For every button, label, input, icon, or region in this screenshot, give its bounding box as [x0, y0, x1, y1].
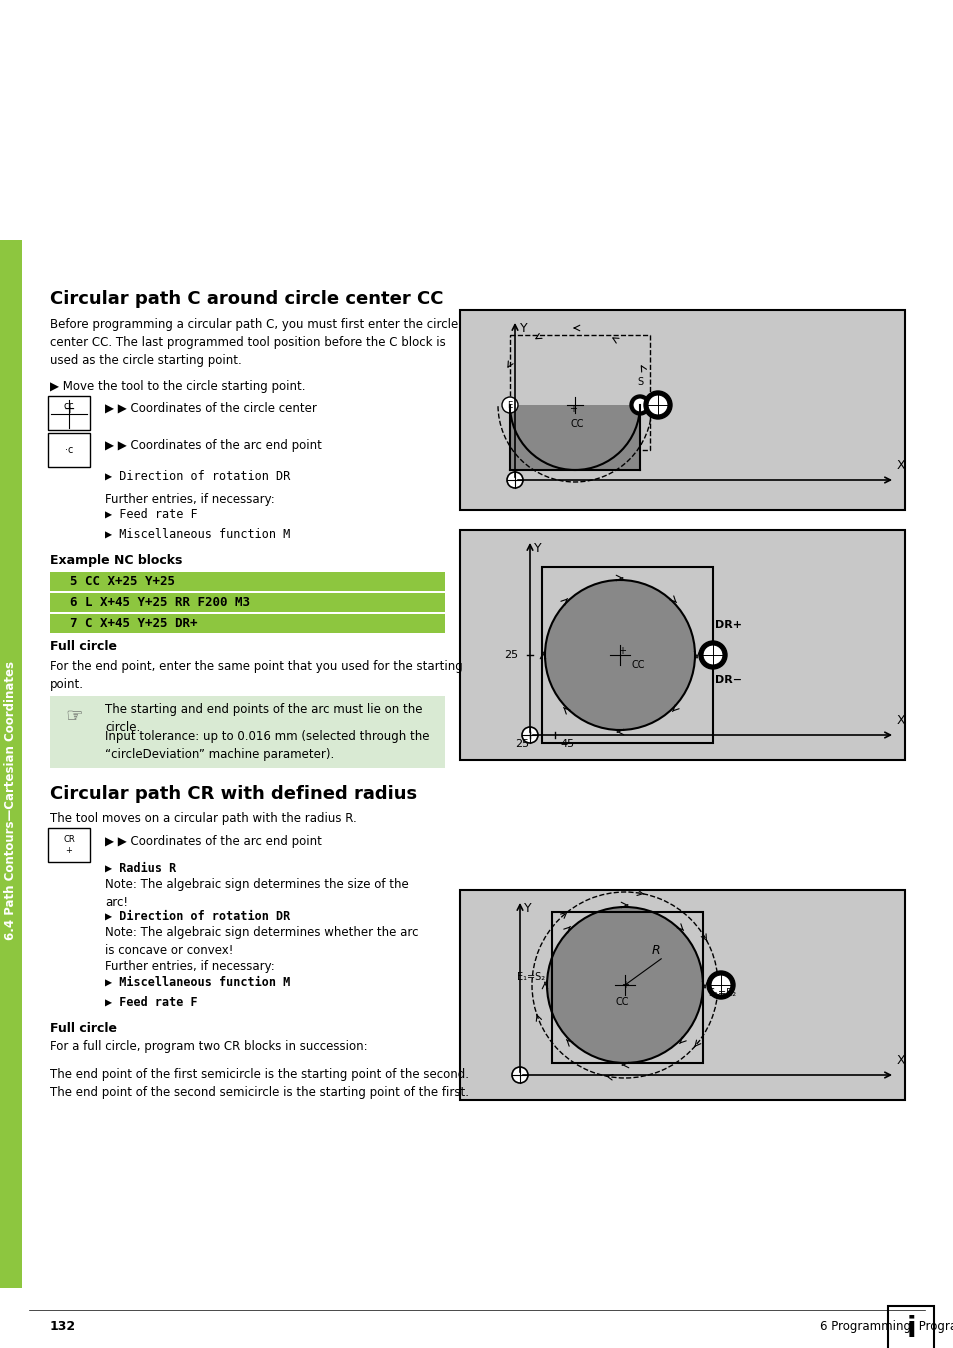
Text: 5 CC X+25 Y+25: 5 CC X+25 Y+25	[55, 576, 174, 588]
Text: S₁=E₂: S₁=E₂	[707, 988, 736, 998]
Text: ▶ Feed rate F: ▶ Feed rate F	[105, 508, 197, 520]
Circle shape	[506, 472, 522, 488]
Text: +: +	[620, 980, 628, 989]
Text: 7 C X+45 Y+25 DR+: 7 C X+45 Y+25 DR+	[55, 617, 197, 630]
Text: Input tolerance: up to 0.016 mm (selected through the
“circleDeviation” machine : Input tolerance: up to 0.016 mm (selecte…	[105, 731, 429, 762]
Text: S: S	[637, 377, 642, 387]
FancyBboxPatch shape	[887, 1306, 933, 1348]
Text: Full circle: Full circle	[50, 1022, 117, 1035]
Circle shape	[702, 644, 722, 665]
Text: 6 Programming: Programming Contours: 6 Programming: Programming Contours	[820, 1320, 953, 1333]
Text: ▶ ▶ Coordinates of the circle center: ▶ ▶ Coordinates of the circle center	[105, 402, 316, 414]
Text: +: +	[568, 404, 577, 414]
Bar	[50, 613, 444, 634]
Bar	[0, 240, 22, 1287]
Text: ·c: ·c	[65, 445, 73, 456]
Circle shape	[501, 398, 517, 412]
Text: 6.4 Path Contours—Cartesian Coordinates: 6.4 Path Contours—Cartesian Coordinates	[5, 661, 17, 940]
Text: E₁=S₂: E₁=S₂	[517, 972, 544, 981]
FancyBboxPatch shape	[48, 828, 90, 861]
Text: The end point of the first semicircle is the starting point of the second.
The e: The end point of the first semicircle is…	[50, 1068, 469, 1099]
Text: ▶ Move the tool to the circle starting point.: ▶ Move the tool to the circle starting p…	[50, 380, 305, 394]
Text: ▶ Miscellaneous function M: ▶ Miscellaneous function M	[105, 976, 290, 989]
Text: 6 L X+45 Y+25 RR F200 M3: 6 L X+45 Y+25 RR F200 M3	[55, 596, 250, 609]
Text: For the end point, enter the same point that you used for the starting
point.: For the end point, enter the same point …	[50, 661, 462, 692]
Text: Y: Y	[523, 902, 531, 915]
Bar	[459, 530, 904, 760]
Circle shape	[710, 975, 730, 995]
Text: ▶ ▶ Coordinates of the arc end point: ▶ ▶ Coordinates of the arc end point	[105, 438, 321, 452]
Circle shape	[544, 580, 695, 731]
Circle shape	[643, 391, 671, 419]
Text: ▶ Direction of rotation DR: ▶ Direction of rotation DR	[105, 910, 290, 923]
Circle shape	[699, 642, 726, 669]
Circle shape	[633, 398, 646, 412]
Text: ▶ Feed rate F: ▶ Feed rate F	[105, 996, 197, 1010]
Bar	[552, 913, 702, 1064]
Text: R: R	[651, 944, 659, 957]
Circle shape	[512, 1068, 527, 1082]
Bar	[50, 696, 444, 768]
Bar	[50, 572, 444, 590]
Text: ▶ ▶ Coordinates of the arc end point: ▶ ▶ Coordinates of the arc end point	[105, 836, 321, 848]
Text: Circular path CR with defined radius: Circular path CR with defined radius	[50, 785, 416, 803]
Circle shape	[546, 907, 702, 1064]
Text: 25: 25	[503, 650, 517, 661]
Text: CC: CC	[615, 998, 628, 1007]
Text: E: E	[507, 400, 512, 410]
Text: Full circle: Full circle	[50, 640, 117, 652]
Text: Circular path C around circle center CC: Circular path C around circle center CC	[50, 290, 443, 307]
Text: For a full circle, program two CR blocks in succession:: For a full circle, program two CR blocks…	[50, 1041, 367, 1053]
Bar	[459, 310, 904, 510]
Text: X: X	[896, 714, 904, 727]
Text: Note: The algebraic sign determines the size of the
arc!: Note: The algebraic sign determines the …	[105, 878, 408, 909]
Text: Y: Y	[534, 542, 541, 555]
Circle shape	[629, 395, 649, 415]
Bar	[459, 890, 904, 1100]
Text: The starting and end points of the arc must lie on the
circle.: The starting and end points of the arc m…	[105, 704, 422, 735]
Text: X: X	[896, 1054, 904, 1068]
Circle shape	[647, 395, 667, 415]
Text: 25: 25	[515, 739, 529, 749]
Text: Y: Y	[519, 322, 527, 336]
Text: Further entries, if necessary:: Further entries, if necessary:	[105, 960, 274, 973]
Text: Further entries, if necessary:: Further entries, if necessary:	[105, 493, 274, 506]
Bar	[510, 404, 639, 470]
Text: CR
+: CR +	[63, 836, 74, 855]
FancyBboxPatch shape	[48, 396, 90, 430]
Text: CC: CC	[570, 419, 583, 429]
Circle shape	[521, 727, 537, 743]
Text: cc: cc	[64, 400, 74, 411]
Bar	[510, 336, 649, 450]
FancyBboxPatch shape	[48, 433, 90, 466]
Text: ▶ Miscellaneous function M: ▶ Miscellaneous function M	[105, 528, 290, 541]
Text: i: i	[905, 1316, 915, 1343]
Text: X: X	[896, 460, 904, 472]
Text: Before programming a circular path C, you must first enter the circle
center CC.: Before programming a circular path C, yo…	[50, 318, 457, 367]
Bar	[50, 593, 444, 612]
Text: ☞: ☞	[65, 706, 82, 725]
Text: 132: 132	[50, 1320, 76, 1333]
Text: +: +	[63, 402, 74, 417]
Text: DR+: DR+	[714, 620, 741, 630]
Text: Note: The algebraic sign determines whether the arc
is concave or convex!: Note: The algebraic sign determines whet…	[105, 926, 418, 957]
Circle shape	[706, 971, 734, 999]
Bar	[541, 568, 712, 743]
Bar	[510, 404, 639, 415]
Text: +: +	[618, 646, 625, 656]
Wedge shape	[510, 404, 639, 470]
Text: ▶ Direction of rotation DR: ▶ Direction of rotation DR	[105, 470, 290, 483]
Text: DR−: DR−	[714, 675, 741, 685]
Text: CC: CC	[631, 661, 645, 670]
Text: ▶ Radius R: ▶ Radius R	[105, 861, 176, 875]
Text: The tool moves on a circular path with the radius R.: The tool moves on a circular path with t…	[50, 811, 356, 825]
Text: 45: 45	[560, 739, 575, 749]
Text: Example NC blocks: Example NC blocks	[50, 554, 182, 568]
